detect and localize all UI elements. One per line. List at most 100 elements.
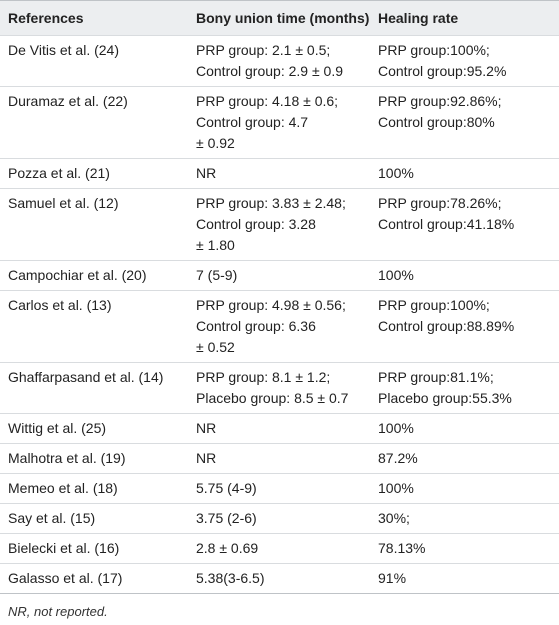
cell-line: Control group:88.89% <box>378 318 515 334</box>
table-row: Duramaz et al. (22) PRP group: 4.18 ± 0.6… <box>0 86 559 159</box>
cell-line: PRP group:100%; <box>378 297 490 313</box>
table-cell: PRP group:100%; Control group:95.2% <box>370 35 559 87</box>
table-cell: 2.8 ± 0.69 <box>188 533 370 564</box>
table-cell: PRP group:81.1%; Placebo group:55.3% <box>370 362 559 414</box>
cell-line: PRP group:92.86%; <box>378 93 502 109</box>
table-cell: Bielecki et al. (16) <box>0 533 188 564</box>
cell-line: PRP group: 4.18 ± 0.6; <box>196 93 339 109</box>
table-cell: Wittig et al. (25) <box>0 413 188 444</box>
table-row: Malhotra et al. (19) NR 87.2% <box>0 443 559 474</box>
cell-line: PRP group:81.1%; <box>378 369 494 385</box>
table-cell: Carlos et al. (13) <box>0 290 188 363</box>
table-cell: Pozza et al. (21) <box>0 158 188 189</box>
cell-line: Duramaz et al. (22) <box>8 93 128 109</box>
cell-line: Control group: 3.28 <box>196 216 316 232</box>
table-cell: Samuel et al. (12) <box>0 188 188 261</box>
cell-line: 100% <box>378 165 414 181</box>
cell-line: NR <box>196 420 217 436</box>
table-cell: PRP group: 3.83 ± 2.48; Control group: 3.… <box>188 188 370 261</box>
cell-line: Galasso et al. (17) <box>8 570 123 586</box>
cell-line: Carlos et al. (13) <box>8 297 112 313</box>
table-row: Bielecki et al. (16) 2.8 ± 0.69 78.13% <box>0 533 559 564</box>
table-cell: 91% <box>370 563 559 594</box>
table-row: Pozza et al. (21) NR 100% <box>0 158 559 189</box>
cell-line: Control group:95.2% <box>378 63 507 79</box>
header-cell: Bony union time (months) <box>188 0 370 36</box>
table-cell: 7 (5-9) <box>188 260 370 291</box>
table-cell: 5.38(3-6.5) <box>188 563 370 594</box>
cell-line: 100% <box>378 480 414 496</box>
cell-line: Placebo group:55.3% <box>378 390 512 406</box>
table-cell: PRP group:100%; Control group:88.89% <box>370 290 559 363</box>
table-cell: PRP group: 8.1 ± 1.2; Placebo group: 8.5 … <box>188 362 370 414</box>
table-cell: Duramaz et al. (22) <box>0 86 188 159</box>
cell-line: Ghaffarpasand et al. (14) <box>8 369 164 385</box>
cell-line: Wittig et al. (25) <box>8 420 107 436</box>
cell-line: PRP group: 2.1 ± 0.5; <box>196 42 331 58</box>
table-cell: PRP group: 4.98 ± 0.56; Control group: 6.… <box>188 290 370 363</box>
table-cell: 3.75 (2-6) <box>188 503 370 534</box>
table-body: De Vitis et al. (24) PRP group: 2.1 ± 0.5… <box>0 35 559 594</box>
header-cell: Healing rate <box>370 0 559 36</box>
cell-line: Pozza et al. (21) <box>8 165 110 181</box>
cell-line: Placebo group: 8.5 ± 0.7 <box>196 390 349 406</box>
cell-line: PRP group: 4.98 ± 0.56; <box>196 297 346 313</box>
cell-line: Bielecki et al. (16) <box>8 540 120 556</box>
table-cell: PRP group:78.26%; Control group:41.18% <box>370 188 559 261</box>
table-cell: 100% <box>370 413 559 444</box>
cell-line: Memeo et al. (18) <box>8 480 118 496</box>
cell-line: 7 (5-9) <box>196 267 238 283</box>
cell-line: Control group: 2.9 ± 0.9 <box>196 63 343 79</box>
cell-line: 5.38(3-6.5) <box>196 570 265 586</box>
table-cell: 5.75 (4-9) <box>188 473 370 504</box>
header-row: References Bony union time (months) Healin… <box>0 0 559 36</box>
cell-line: PRP group: 8.1 ± 1.2; <box>196 369 331 385</box>
cell-line: Campochiar et al. (20) <box>8 267 147 283</box>
cell-line: Control group: 6.36 <box>196 318 316 334</box>
table-cell: Say et al. (15) <box>0 503 188 534</box>
table-row: Say et al. (15) 3.75 (2-6) 30%; <box>0 503 559 534</box>
cell-line: 100% <box>378 420 414 436</box>
cell-line: ± 0.52 <box>196 339 235 355</box>
cell-line: NR <box>196 165 217 181</box>
cell-line: PRP group: 3.83 ± 2.48; <box>196 195 346 211</box>
cell-line: ± 1.80 <box>196 237 235 253</box>
cell-line: 2.8 ± 0.69 <box>196 540 259 556</box>
cell-line: Control group:80% <box>378 114 495 130</box>
cell-line: 5.75 (4-9) <box>196 480 257 496</box>
cell-line: De Vitis et al. (24) <box>8 42 120 58</box>
table-cell: De Vitis et al. (24) <box>0 35 188 87</box>
table-cell: NR <box>188 443 370 474</box>
cell-line: 87.2% <box>378 450 418 466</box>
table-row: Samuel et al. (12) PRP group: 3.83 ± 2.48… <box>0 188 559 261</box>
cell-line: 100% <box>378 267 414 283</box>
footnote: NR, not reported. <box>8 604 108 619</box>
cell-line: Control group: 4.7 <box>196 114 309 130</box>
table-row: Memeo et al. (18) 5.75 (4-9) 100% <box>0 473 559 504</box>
cell-line: Samuel et al. (12) <box>8 195 119 211</box>
table-cell: Campochiar et al. (20) <box>0 260 188 291</box>
table: References Bony union time (months) Healin… <box>0 0 559 594</box>
table-cell: 100% <box>370 158 559 189</box>
table-cell: Ghaffarpasand et al. (14) <box>0 362 188 414</box>
cell-line: Say et al. (15) <box>8 510 96 526</box>
table-cell: PRP group:92.86%; Control group:80% <box>370 86 559 159</box>
table-cell: Galasso et al. (17) <box>0 563 188 594</box>
cell-line: 78.13% <box>378 540 426 556</box>
table-cell: PRP group: 4.18 ± 0.6; Control group: 4.7… <box>188 86 370 159</box>
table-row: Ghaffarpasand et al. (14) PRP group: 8.1 … <box>0 362 559 414</box>
cell-line: 91% <box>378 570 407 586</box>
table-cell: 30%; <box>370 503 559 534</box>
cell-line: PRP group:78.26%; <box>378 195 502 211</box>
table-row: Carlos et al. (13) PRP group: 4.98 ± 0.56… <box>0 290 559 363</box>
table-cell: Malhotra et al. (19) <box>0 443 188 474</box>
table-row: De Vitis et al. (24) PRP group: 2.1 ± 0.5… <box>0 35 559 87</box>
table-cell: 100% <box>370 260 559 291</box>
table-cell: Memeo et al. (18) <box>0 473 188 504</box>
cell-line: Malhotra et al. (19) <box>8 450 126 466</box>
table-cell: NR <box>188 413 370 444</box>
cell-line: NR <box>196 450 217 466</box>
cell-line: Control group:41.18% <box>378 216 515 232</box>
table-cell: 100% <box>370 473 559 504</box>
